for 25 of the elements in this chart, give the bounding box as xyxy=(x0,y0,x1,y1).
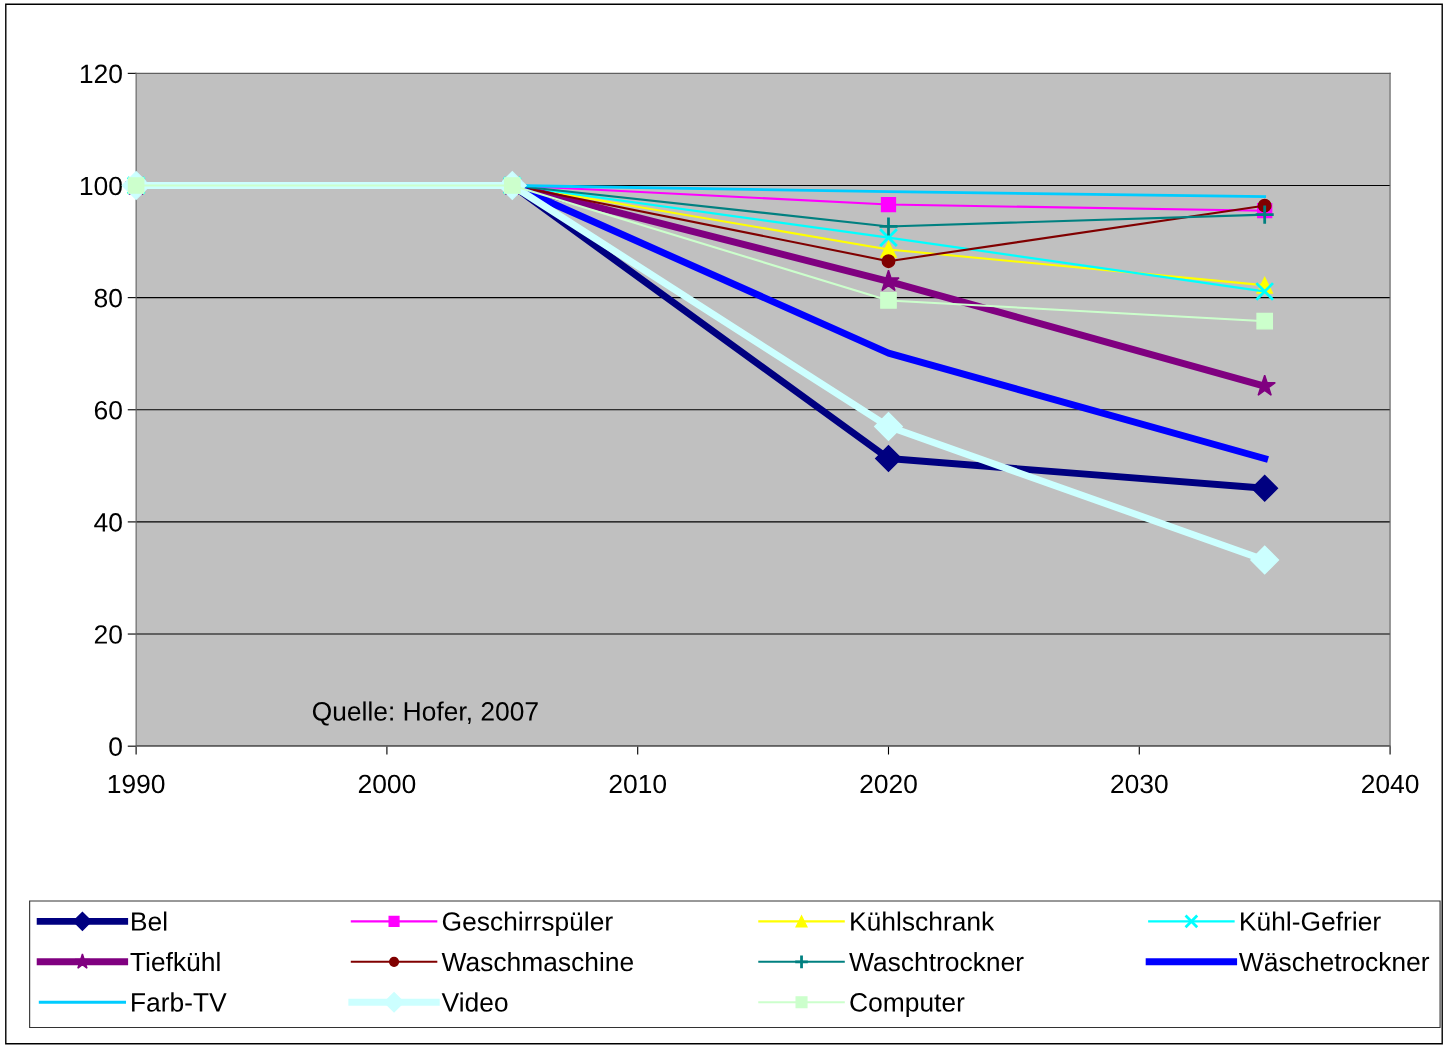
x-tick-label: 2000 xyxy=(358,774,416,794)
y-tick-label: 100 xyxy=(80,176,122,196)
legend-label: Kühlschrank xyxy=(851,911,995,931)
y-tick-label: 120 xyxy=(80,64,122,84)
y-tick-label: 0 xyxy=(109,737,122,756)
y-tick-label: 60 xyxy=(94,400,122,420)
x-tick-label: 2020 xyxy=(860,774,917,794)
y-tick-label: 20 xyxy=(94,625,122,644)
legend-label: Kühl-Gefrier xyxy=(1241,911,1381,931)
legend-label: Wäschetrockner xyxy=(1239,951,1430,972)
legend-label: Waschtrockner xyxy=(849,951,1024,972)
legend-label: Waschmaschine xyxy=(441,951,633,972)
y-tick-label: 40 xyxy=(94,513,122,532)
annotation: Quelle: Hofer, 2007 xyxy=(312,701,538,726)
legend-label: Tiefkühl xyxy=(130,951,220,972)
x-tick-label: 1990 xyxy=(108,774,165,794)
legend-label: Video xyxy=(441,992,508,1012)
y-tick-label: 80 xyxy=(94,288,122,308)
x-tick-label: 2010 xyxy=(609,774,667,794)
x-tick-label: 2030 xyxy=(1111,774,1168,794)
legend-label: Geschirrspüler xyxy=(442,911,613,937)
legend-label: Farb-TV xyxy=(132,992,227,1012)
legend-label: Computer xyxy=(850,993,965,1017)
legend-label: Bel xyxy=(132,911,167,931)
x-tick-label: 2040 xyxy=(1362,774,1419,794)
